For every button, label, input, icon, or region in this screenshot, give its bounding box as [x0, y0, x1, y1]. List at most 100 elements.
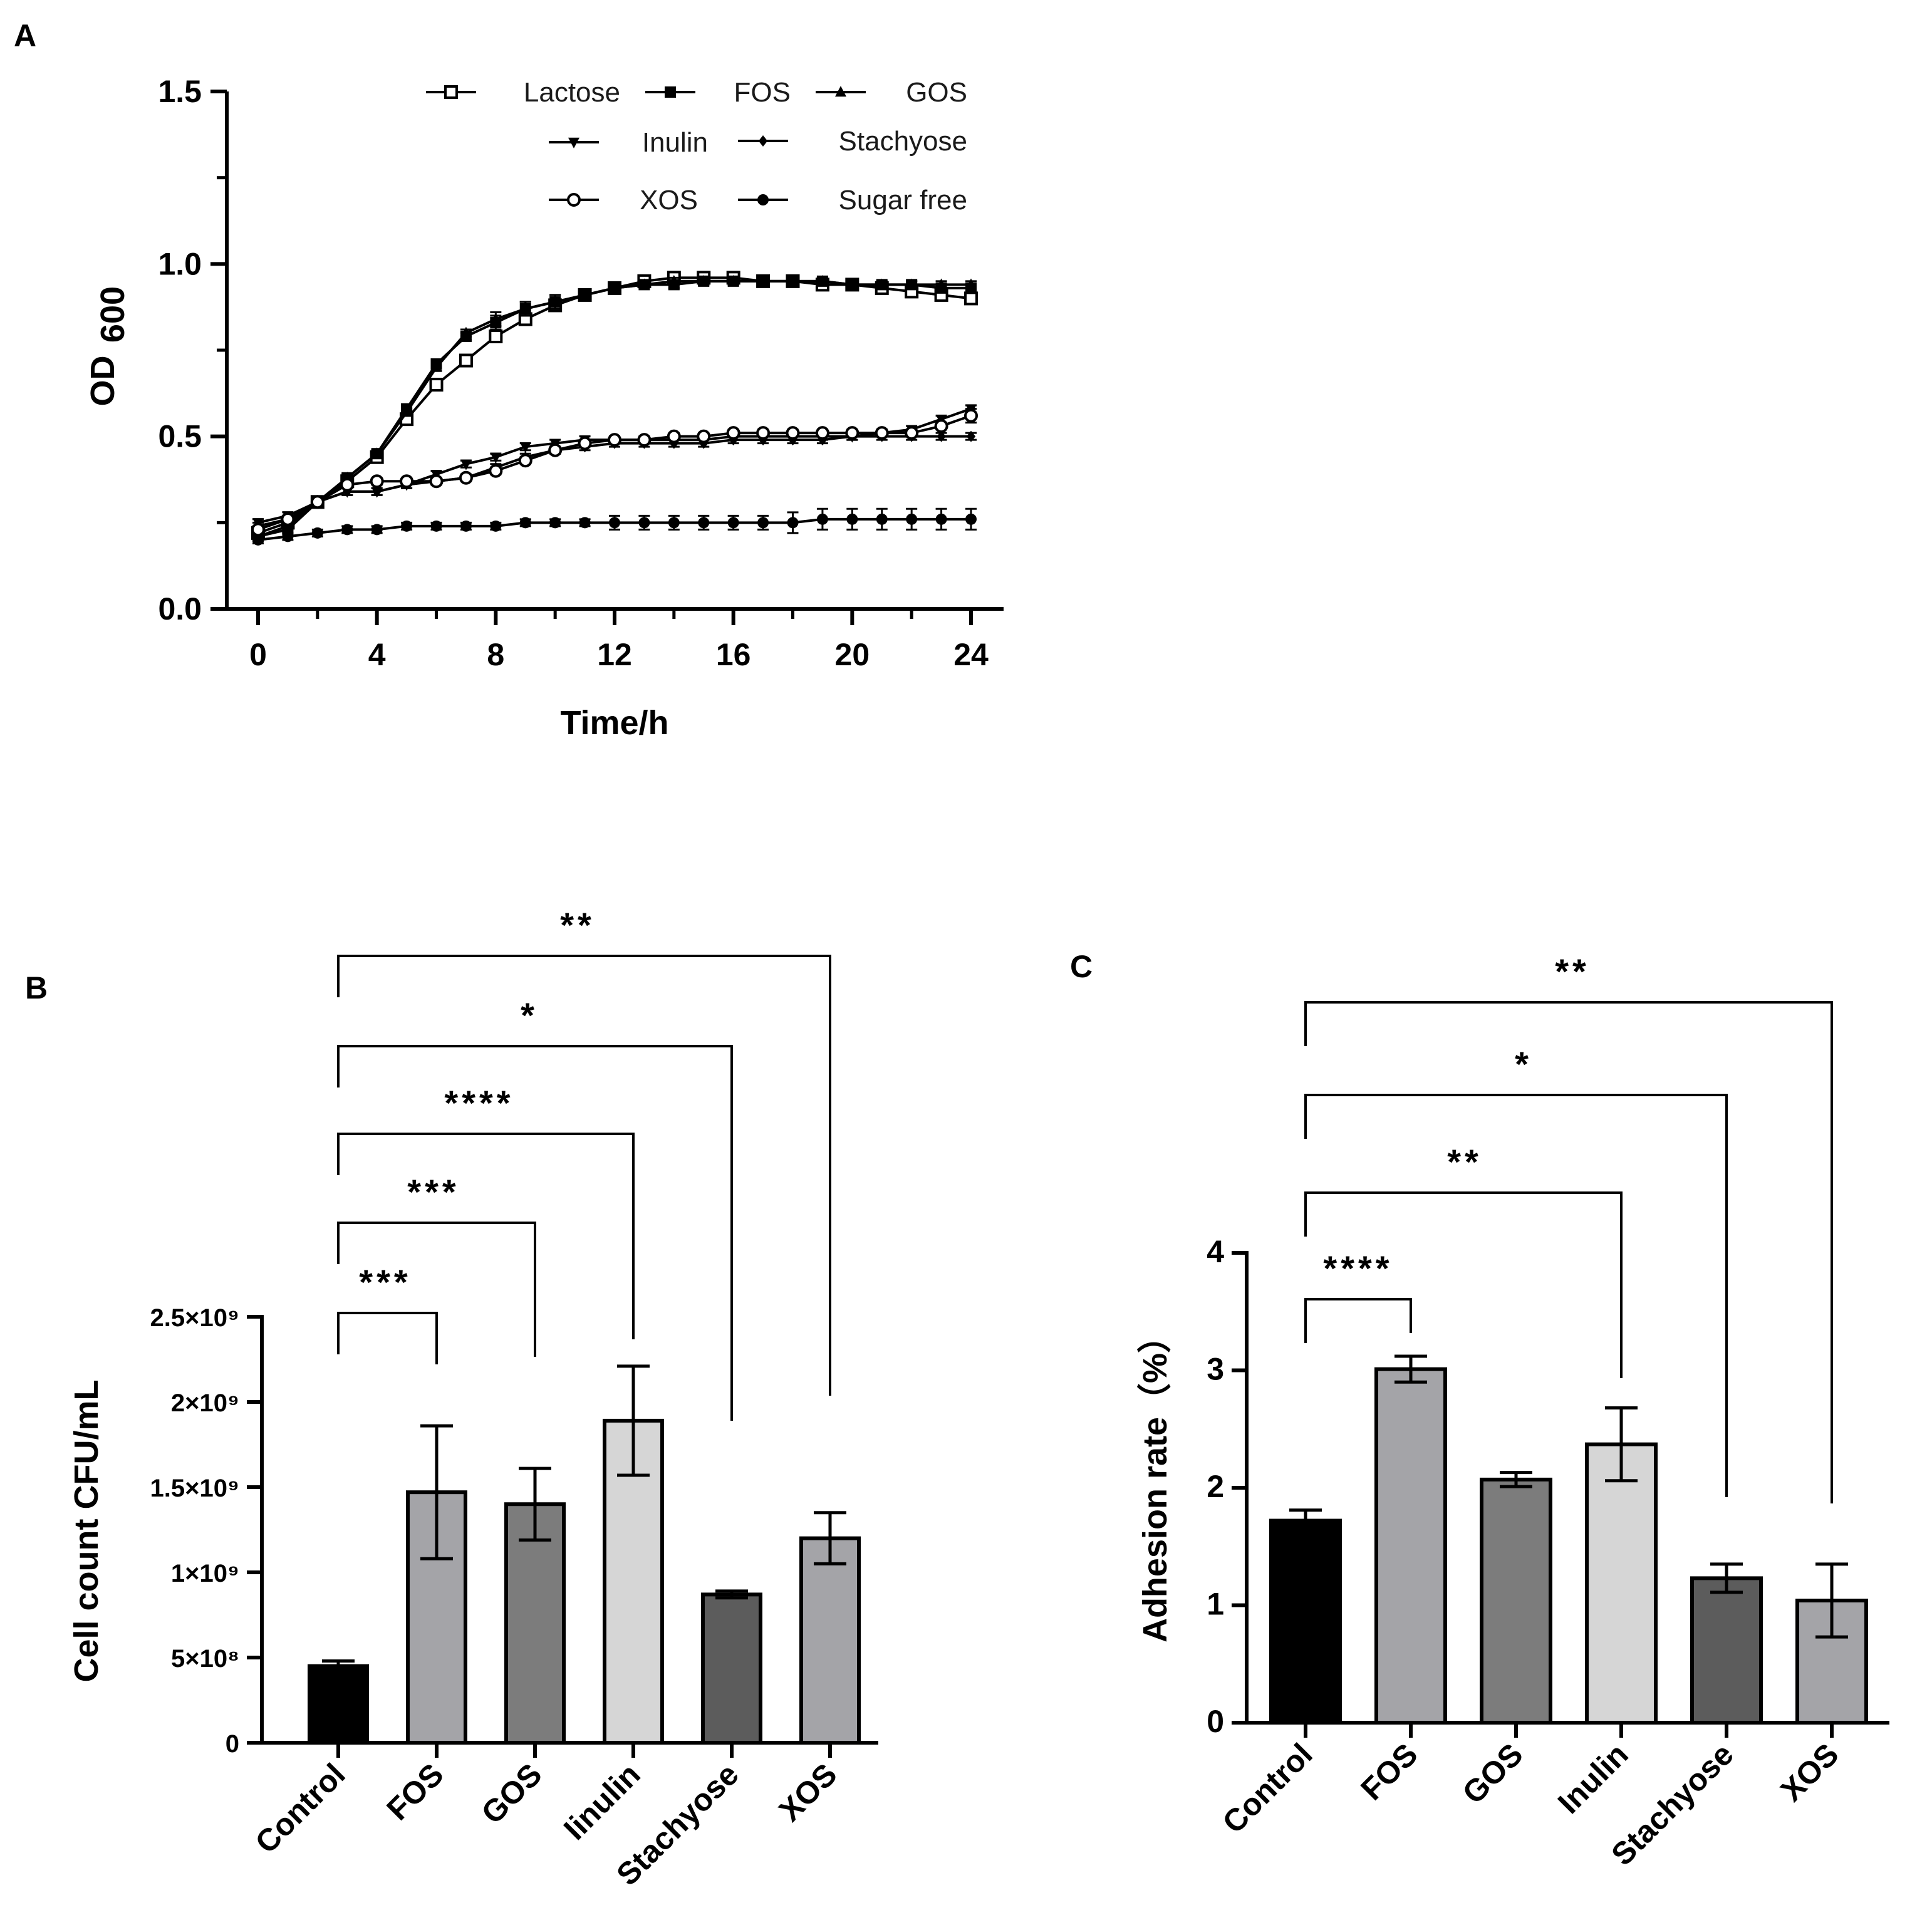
significance-label: **** [1323, 1248, 1393, 1288]
significance-bracket [337, 955, 831, 1396]
x-tick-label: 24 [953, 637, 989, 672]
y-tick-label: 4 [1207, 1234, 1224, 1269]
legend-label: Inulin [642, 127, 708, 158]
significance-iinulin: **** [337, 1083, 635, 1339]
data-point [846, 278, 858, 289]
data-point [519, 303, 531, 314]
data-point [311, 527, 323, 539]
x-tick-label: 4 [368, 637, 386, 672]
data-point [935, 278, 947, 289]
data-point [816, 274, 828, 286]
data-point [846, 513, 858, 525]
panel-label-b: B [25, 970, 48, 1005]
data-point [727, 274, 739, 286]
data-point [875, 426, 889, 440]
legend-marker [568, 137, 579, 148]
data-point [698, 274, 710, 286]
data-point [937, 430, 946, 442]
x-tick-label-fos: FOS [380, 1757, 450, 1827]
bar-inulin [1585, 1442, 1658, 1725]
y-tick-label: 1×10⁹ [171, 1560, 239, 1587]
data-point [518, 454, 532, 468]
y-tick-label: 2.5×10⁹ [150, 1304, 239, 1332]
data-point [608, 433, 621, 447]
data-point [430, 520, 442, 532]
data-point [965, 513, 977, 525]
x-tick-label: 12 [597, 637, 632, 672]
data-point [965, 278, 977, 289]
legend-entry-stachyose: Stachyose [738, 126, 967, 157]
data-point [549, 517, 561, 529]
y-tick-label: 1 [1207, 1587, 1224, 1622]
y-axis-title-text: Adhesion rate（%） [1136, 1319, 1174, 1643]
bar-control [308, 1664, 369, 1745]
data-point [519, 517, 531, 529]
significance-bracket [337, 1045, 733, 1421]
data-point [310, 495, 325, 509]
data-point [757, 517, 769, 529]
x-tick-label-control: Control [1216, 1736, 1319, 1840]
data-point [609, 281, 620, 293]
legend-marker [757, 194, 769, 205]
data-point [756, 426, 771, 440]
series-line-fos [257, 279, 971, 538]
data-point [726, 426, 740, 440]
y-tick-label: 1.0 [158, 246, 202, 281]
panel-label-a: A [14, 18, 36, 53]
data-point [934, 419, 948, 433]
data-point [727, 517, 739, 529]
x-tick-label-control: Control [249, 1757, 352, 1860]
series-line-gos [257, 279, 971, 527]
significance-xos: ** [337, 905, 831, 1396]
significance-inulin: ** [1304, 1142, 1623, 1378]
legend-label: FOS [734, 77, 791, 108]
legend-label: XOS [640, 185, 698, 215]
data-point [282, 531, 294, 542]
data-point [906, 278, 918, 289]
data-point [401, 520, 413, 532]
significance-label: * [1515, 1044, 1532, 1084]
y-tick-label: 0.5 [158, 419, 202, 454]
series-line-lactose [257, 276, 972, 534]
data-point [459, 353, 473, 368]
x-tick-label-iinulin: Iinulin [557, 1757, 647, 1847]
y-axis-title-sub: 600 [94, 286, 132, 343]
significance-bracket [337, 1312, 438, 1364]
significance-bracket [1304, 1191, 1623, 1378]
significance-fos: **** [1304, 1248, 1412, 1343]
y-axis-title: Adhesion rate（%） [1136, 1319, 1174, 1643]
legend-marker [567, 193, 581, 207]
data-point [668, 274, 680, 286]
data-point [876, 513, 888, 525]
legend-label: Sugar free [839, 185, 967, 215]
data-point [401, 406, 413, 417]
legend-marker [665, 86, 676, 98]
x-tick-label-gos: GOS [1456, 1736, 1530, 1810]
data-point [757, 274, 769, 286]
series-xos [251, 408, 978, 537]
bar-fos [1374, 1367, 1447, 1725]
legend-entry-inulin: Inulin [549, 127, 708, 158]
data-point [429, 378, 444, 392]
legend-label: Lactose [524, 77, 620, 108]
bar-chart-cell-count: 0 5×10⁸ 1×10⁹ 1.5×10⁹ 2×10⁹ 2.5×10⁹ Cell count… [68, 905, 878, 1892]
legend-marker [758, 135, 768, 147]
data-point [429, 474, 444, 489]
x-tick-label: 8 [487, 637, 504, 672]
significance-xos: ** [1304, 952, 1833, 1503]
data-point [252, 534, 264, 546]
data-point [579, 288, 591, 300]
data-point [490, 452, 502, 464]
legend-marker [835, 86, 846, 97]
y-axis-title-main: OD [84, 356, 122, 407]
series-fos [252, 275, 977, 542]
data-point [905, 426, 919, 440]
significance-bracket [1304, 1001, 1833, 1503]
data-point [787, 274, 799, 286]
data-point [637, 433, 652, 447]
data-point [489, 329, 503, 343]
series-sugar-free [252, 507, 977, 546]
data-point [341, 524, 353, 536]
significance-bracket [337, 1133, 635, 1339]
